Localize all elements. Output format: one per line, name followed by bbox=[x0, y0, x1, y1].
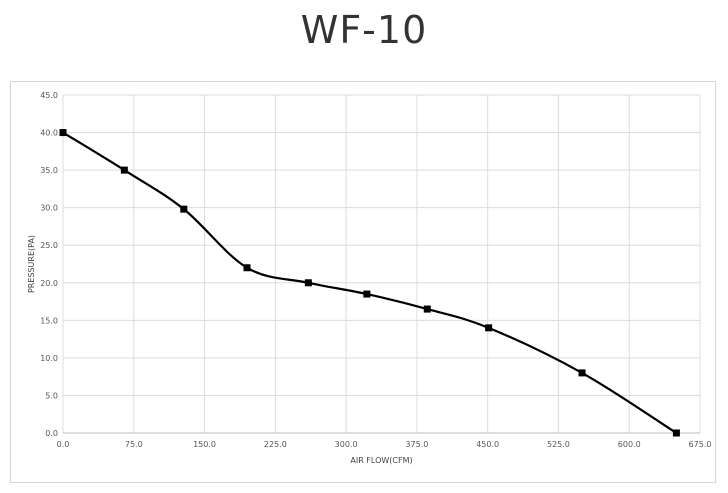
y-tick-label: 40.0 bbox=[40, 129, 58, 138]
data-point-marker bbox=[304, 279, 312, 287]
data-point-marker bbox=[423, 305, 431, 313]
data-point-marker bbox=[578, 369, 586, 377]
y-axis-label: PRESSURE(PA) bbox=[27, 235, 36, 293]
x-tick-label: 450.0 bbox=[476, 440, 499, 449]
data-point-marker bbox=[363, 290, 371, 298]
y-tick-labels: 0.0 5.0 10.0 15.0 20.0 25.0 30.0 35.0 40.0 45.0 bbox=[40, 91, 58, 438]
x-tick-labels: 0.0 75.0 150.0 225.0 300.0 375.0 450.0 525.0 600… bbox=[57, 440, 712, 449]
data-point-marker bbox=[243, 264, 251, 272]
y-tick-label: 45.0 bbox=[40, 91, 58, 100]
x-axis-label: AIR FLOW(CFM) bbox=[350, 456, 412, 465]
y-tick-label: 30.0 bbox=[40, 204, 58, 213]
x-tick-label: 525.0 bbox=[547, 440, 570, 449]
data-point-marker bbox=[120, 166, 128, 174]
series-line bbox=[62, 131, 677, 434]
x-tick-label: 375.0 bbox=[405, 440, 428, 449]
data-point-marker bbox=[485, 324, 493, 332]
y-tick-label: 0.0 bbox=[45, 429, 58, 438]
data-point-marker bbox=[180, 205, 188, 213]
y-tick-label: 35.0 bbox=[40, 166, 58, 175]
chart-frame bbox=[10, 81, 716, 483]
x-tick-label: 150.0 bbox=[193, 440, 216, 449]
series-layer bbox=[59, 129, 680, 437]
x-tick-label: 75.0 bbox=[125, 440, 143, 449]
data-point-marker bbox=[672, 429, 680, 437]
y-tick-label: 15.0 bbox=[40, 316, 58, 325]
x-tick-label: 300.0 bbox=[335, 440, 358, 449]
grid-lines bbox=[62, 94, 701, 434]
y-tick-label: 25.0 bbox=[40, 241, 58, 250]
chart-title: WF-10 bbox=[300, 8, 428, 52]
x-tick-label: 600.0 bbox=[618, 440, 641, 449]
x-tick-label: 675.0 bbox=[689, 440, 712, 449]
x-tick-label: 0.0 bbox=[57, 440, 70, 449]
y-tick-label: 5.0 bbox=[45, 391, 58, 400]
y-tick-label: 20.0 bbox=[40, 279, 58, 288]
y-tick-label: 10.0 bbox=[40, 354, 58, 363]
x-tick-label: 225.0 bbox=[264, 440, 287, 449]
data-point-marker bbox=[59, 129, 67, 137]
